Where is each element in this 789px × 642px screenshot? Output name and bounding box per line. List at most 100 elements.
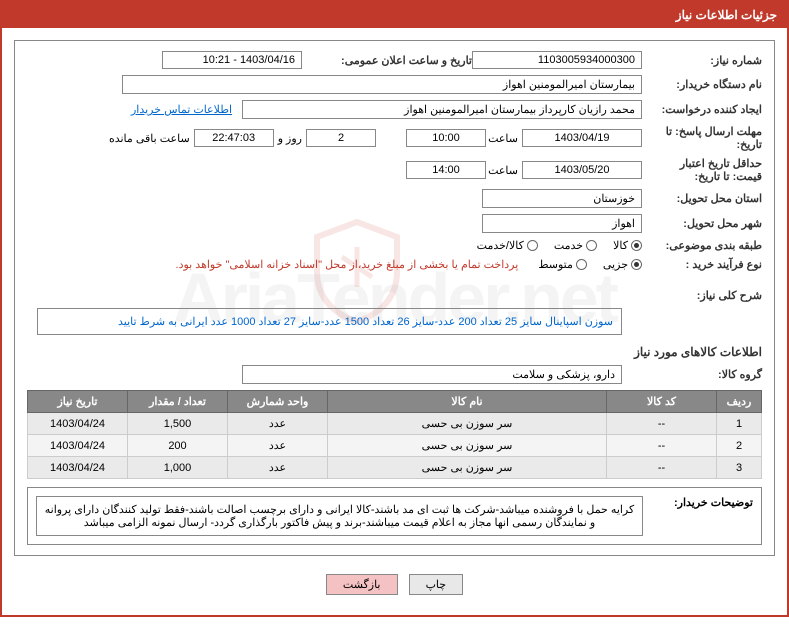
radio-icon (527, 240, 538, 251)
cell-code: -- (607, 413, 717, 435)
radio-icon (631, 240, 642, 251)
cell-name: سر سوزن بی حسی (328, 413, 607, 435)
need-no-field: 1103005934000300 (472, 51, 642, 69)
cell-qty: 1,500 (128, 413, 228, 435)
deadline-send-time: 10:00 (406, 129, 486, 147)
cat-radio-goods[interactable]: کالا (613, 239, 642, 252)
row-category: طبقه بندی موضوعی: کالا خدمت کالا/خدمت (27, 239, 762, 252)
cat-opt3-label: کالا/خدمت (477, 239, 524, 252)
remaining-label: ساعت باقی مانده (109, 132, 194, 145)
requester-field: محمد رازیان کارپرداز بیمارستان امیرالموم… (242, 100, 642, 119)
need-desc-box: سوزن اسپاینال سایز 25 تعداد 200 عدد-سایز… (37, 308, 622, 335)
row-requester: ایجاد کننده درخواست: محمد رازیان کارپردا… (27, 100, 762, 119)
pt-opt2-label: متوسط (538, 258, 573, 271)
th-name: نام کالا (328, 391, 607, 413)
purchase-type-label: نوع فرآیند خرید : (642, 258, 762, 271)
buyer-org-field: بیمارستان امیرالمومنین اهواز (122, 75, 642, 94)
province-field: خوزستان (482, 189, 642, 208)
cell-date: 1403/04/24 (28, 457, 128, 479)
goods-table: ردیف کد کالا نام کالا واحد شمارش تعداد /… (27, 390, 762, 479)
row-min-validity: حداقل تاریخ اعتبار قیمت: تا تاریخ: 1403/… (27, 157, 762, 183)
buyer-org-label: نام دستگاه خریدار: (642, 78, 762, 91)
radio-icon (631, 259, 642, 270)
cell-name: سر سوزن بی حسی (328, 435, 607, 457)
cell-n: 2 (717, 435, 762, 457)
cat-opt1-label: کالا (613, 239, 628, 252)
cat-radio-both[interactable]: کالا/خدمت (477, 239, 538, 252)
deadline-send-date: 1403/04/19 (522, 129, 642, 147)
goods-section-title: اطلاعات کالاهای مورد نیاز (27, 345, 762, 359)
back-button[interactable]: بازگشت (326, 574, 398, 595)
cell-date: 1403/04/24 (28, 435, 128, 457)
row-province: استان محل تحویل: خوزستان (27, 189, 762, 208)
time-label-1: ساعت (486, 132, 522, 145)
row-buyer-org: نام دستگاه خریدار: بیمارستان امیرالمومنی… (27, 75, 762, 94)
cell-qty: 200 (128, 435, 228, 457)
min-validity-time: 14:00 (406, 161, 486, 179)
purchase-type-radio-group: جزیی متوسط (538, 258, 642, 271)
city-field: اهواز (482, 214, 642, 233)
goods-group-field: دارو، پزشکی و سلامت (242, 365, 622, 384)
cell-date: 1403/04/24 (28, 413, 128, 435)
cell-code: -- (607, 457, 717, 479)
buyer-notes-box: توضیحات خریدار: کرایه حمل با فروشنده میب… (27, 487, 762, 545)
table-header-row: ردیف کد کالا نام کالا واحد شمارش تعداد /… (28, 391, 762, 413)
buyer-notes-label: توضیحات خریدار: (643, 496, 753, 536)
requester-label: ایجاد کننده درخواست: (642, 103, 762, 116)
th-date: تاریخ نیاز (28, 391, 128, 413)
main-container: جزئیات اطلاعات نیاز AriaTender.net شماره… (0, 0, 789, 617)
min-validity-date: 1403/05/20 (522, 161, 642, 179)
cell-qty: 1,000 (128, 457, 228, 479)
cell-unit: عدد (228, 457, 328, 479)
city-label: شهر محل تحویل: (642, 217, 762, 230)
time-label-2: ساعت (486, 164, 522, 177)
table-body: 1 -- سر سوزن بی حسی عدد 1,500 1403/04/24… (28, 413, 762, 479)
th-unit: واحد شمارش (228, 391, 328, 413)
content-area: AriaTender.net شماره نیاز: 1103005934000… (2, 28, 787, 615)
radio-icon (586, 240, 597, 251)
print-button[interactable]: چاپ (409, 574, 464, 595)
row-need-desc: شرح کلی نیاز: (27, 289, 762, 302)
pt-radio-minor[interactable]: جزیی (603, 258, 642, 271)
category-radio-group: کالا خدمت کالا/خدمت (477, 239, 642, 252)
announce-label: تاریخ و ساعت اعلان عمومی: (302, 54, 472, 67)
need-no-label: شماره نیاز: (642, 54, 762, 67)
days-field: 2 (306, 129, 376, 147)
contact-link[interactable]: اطلاعات تماس خریدار (131, 103, 232, 116)
buyer-notes-text: کرایه حمل با فروشنده میباشد-شرکت ها ثبت … (36, 496, 643, 536)
row-deadline-send: مهلت ارسال پاسخ: تا تاریخ: 1403/04/19 سا… (27, 125, 762, 151)
th-row: ردیف (717, 391, 762, 413)
cell-n: 1 (717, 413, 762, 435)
th-code: کد کالا (607, 391, 717, 413)
min-validity-label: حداقل تاریخ اعتبار قیمت: تا تاریخ: (642, 157, 762, 183)
table-row: 2 -- سر سوزن بی حسی عدد 200 1403/04/24 (28, 435, 762, 457)
cell-n: 3 (717, 457, 762, 479)
deadline-send-label: مهلت ارسال پاسخ: تا تاریخ: (642, 125, 762, 151)
row-city: شهر محل تحویل: اهواز (27, 214, 762, 233)
need-desc-label: شرح کلی نیاز: (642, 289, 762, 302)
province-label: استان محل تحویل: (642, 192, 762, 205)
announce-field: 1403/04/16 - 10:21 (162, 51, 302, 69)
button-row: چاپ بازگشت (14, 566, 775, 603)
cell-unit: عدد (228, 435, 328, 457)
header-bar: جزئیات اطلاعات نیاز (2, 2, 787, 28)
cell-name: سر سوزن بی حسی (328, 457, 607, 479)
row-purchase-type: نوع فرآیند خرید : جزیی متوسط پرداخت تمام… (27, 258, 762, 271)
details-box: AriaTender.net شماره نیاز: 1103005934000… (14, 40, 775, 556)
th-qty: تعداد / مقدار (128, 391, 228, 413)
table-row: 3 -- سر سوزن بی حسی عدد 1,000 1403/04/24 (28, 457, 762, 479)
category-label: طبقه بندی موضوعی: (642, 239, 762, 252)
pt-radio-medium[interactable]: متوسط (538, 258, 587, 271)
cat-radio-service[interactable]: خدمت (554, 239, 597, 252)
cell-unit: عدد (228, 413, 328, 435)
radio-icon (576, 259, 587, 270)
row-need-no: شماره نیاز: 1103005934000300 تاریخ و ساع… (27, 51, 762, 69)
pt-opt1-label: جزیی (603, 258, 628, 271)
cell-code: -- (607, 435, 717, 457)
table-row: 1 -- سر سوزن بی حسی عدد 1,500 1403/04/24 (28, 413, 762, 435)
header-title: جزئیات اطلاعات نیاز (676, 8, 777, 22)
cat-opt2-label: خدمت (554, 239, 583, 252)
days-and-label: روز و (274, 132, 306, 145)
countdown-field: 22:47:03 (194, 129, 274, 147)
goods-group-label: گروه کالا: (642, 368, 762, 381)
